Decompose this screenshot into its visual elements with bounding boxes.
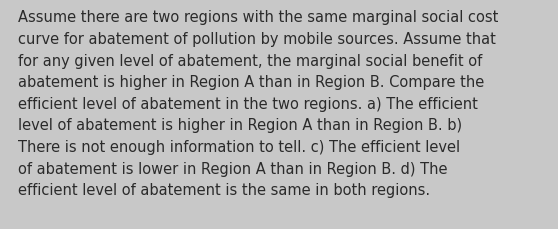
Text: Assume there are two regions with the same marginal social cost
curve for abatem: Assume there are two regions with the sa… — [18, 10, 499, 197]
